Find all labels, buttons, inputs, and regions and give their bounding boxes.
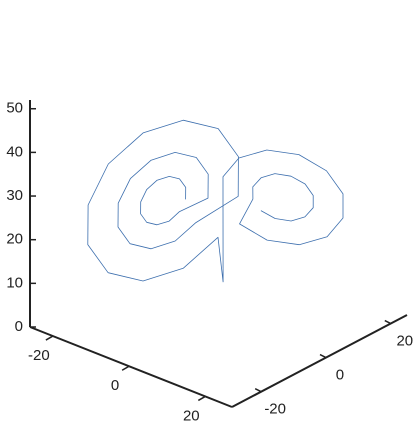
y-tick-label: 20: [396, 332, 413, 349]
z-tick-label: 30: [6, 187, 23, 204]
y-tick: [319, 353, 327, 359]
z-tick-label: 10: [6, 274, 23, 291]
x-tick: [197, 395, 206, 402]
z-tick-label: 20: [6, 231, 23, 248]
y-tick: [384, 319, 392, 325]
z-tick-label: 40: [6, 143, 23, 160]
x-tick-label: -20: [28, 347, 50, 364]
attractor-line: [87, 119, 344, 283]
axis-line: [29, 326, 233, 408]
x-tick: [121, 365, 130, 371]
y-tick-label: 0: [336, 367, 344, 384]
z-tick-label: 0: [15, 318, 23, 335]
x-tick: [45, 335, 54, 341]
y-tick-label: -20: [264, 401, 286, 418]
z-tick-label: 50: [6, 100, 23, 117]
y-tick: [254, 387, 262, 393]
x-tick-label: 20: [183, 407, 200, 422]
axis-line: [231, 314, 408, 408]
x-tick-label: 0: [111, 377, 119, 394]
